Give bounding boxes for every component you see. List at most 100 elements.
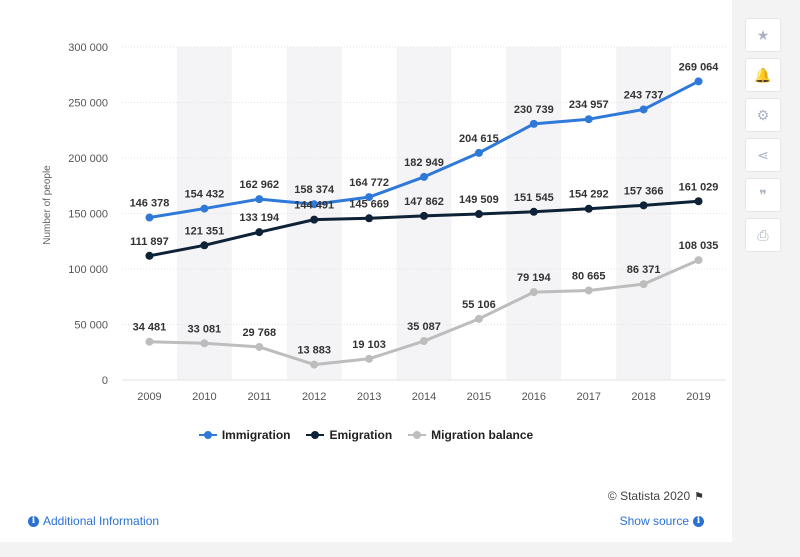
- migration-balance-data-label: 29 768: [242, 327, 276, 339]
- additional-information-link[interactable]: i Additional Information: [28, 514, 159, 528]
- migration-balance-data-label: 86 371: [627, 264, 661, 276]
- immigration-data-label: 269 064: [679, 61, 720, 73]
- immigration-point[interactable]: [365, 193, 374, 202]
- migration-balance-point[interactable]: [584, 286, 593, 295]
- action-sidebar: ★ 🔔 ⚙ ⋖ ❞ ⎙: [745, 18, 783, 258]
- immigration-point[interactable]: [420, 172, 428, 181]
- print-icon: ⎙: [757, 226, 769, 243]
- legend-symbol: [408, 430, 427, 440]
- line-chart: 0 50 000 100 000 150 000 200 000 250 000 300 0…: [42, 42, 726, 403]
- statista-credit[interactable]: © Statista 2020 ⚑: [608, 489, 704, 503]
- bell-button[interactable]: 🔔: [745, 58, 781, 92]
- migration-balance-data-label: 79 194: [517, 272, 552, 284]
- gear-icon: ⚙: [756, 106, 770, 123]
- immigration-point[interactable]: [584, 115, 593, 124]
- y-tick-label: 50 000: [74, 320, 108, 332]
- emigration-data-label: 145 669: [349, 198, 389, 210]
- emigration-data-label: 151 545: [514, 192, 554, 204]
- legend-item-immigration[interactable]: Immigration: [198, 428, 291, 442]
- x-tick-label: 2014: [412, 391, 436, 403]
- legend-item-emigration[interactable]: Emigration: [306, 428, 392, 442]
- quote-button[interactable]: ❞: [745, 178, 781, 212]
- y-tick-label: 150 000: [68, 209, 108, 221]
- x-tick-label: 2015: [467, 391, 491, 403]
- emigration-point[interactable]: [255, 228, 264, 237]
- immigration-point[interactable]: [529, 119, 538, 128]
- migration-balance-point[interactable]: [365, 354, 374, 363]
- emigration-point[interactable]: [584, 204, 593, 213]
- chart-card: 0 50 000 100 000 150 000 200 000 250 000 300 0…: [0, 0, 732, 542]
- x-axis-ticks: 2009 2010 2011 2012 2013 2014 2015 2016 2017 2018…: [137, 391, 711, 403]
- emigration-data-label: 161 029: [679, 181, 719, 193]
- emigration-point[interactable]: [474, 210, 483, 219]
- migration-balance-data-label: 35 087: [407, 321, 441, 333]
- migration-balance-data-label: 108 035: [679, 240, 719, 252]
- emigration-data-label: 111 897: [130, 236, 169, 248]
- print-button[interactable]: ⎙: [745, 218, 781, 252]
- immigration-data-label: 230 739: [514, 104, 554, 116]
- emigration-point[interactable]: [145, 251, 154, 260]
- star-button[interactable]: ★: [745, 18, 781, 52]
- migration-balance-point[interactable]: [529, 288, 538, 297]
- share-button[interactable]: ⋖: [745, 138, 781, 172]
- flag-icon: ⚑: [694, 490, 704, 503]
- emigration-point[interactable]: [694, 197, 703, 206]
- data-labels: 146 378 154 432 162 962 158 374 164 772 182 9…: [130, 61, 720, 356]
- gear-button[interactable]: ⚙: [745, 98, 781, 132]
- legend-label: Emigration: [329, 428, 393, 442]
- immigration-point[interactable]: [639, 105, 648, 114]
- immigration-point[interactable]: [200, 204, 209, 213]
- migration-balance-point[interactable]: [255, 342, 264, 351]
- immigration-data-label: 182 949: [404, 157, 444, 169]
- emigration-data-label: 121 351: [184, 225, 224, 237]
- migration-balance-point[interactable]: [694, 256, 703, 265]
- emigration-point[interactable]: [365, 214, 374, 223]
- emigration-point[interactable]: [420, 211, 428, 220]
- show-source-label: Show source: [619, 514, 689, 528]
- migration-balance-point[interactable]: [474, 314, 483, 323]
- x-tick-label: 2017: [576, 391, 600, 403]
- migration-balance-point[interactable]: [200, 339, 209, 348]
- migration-balance-point[interactable]: [420, 337, 428, 346]
- y-tick-label: 0: [102, 375, 108, 387]
- emigration-point[interactable]: [639, 201, 648, 210]
- migration-balance-point[interactable]: [639, 280, 648, 289]
- emigration-data-label: 154 292: [569, 189, 609, 201]
- x-tick-label: 2019: [686, 391, 710, 403]
- immigration-data-label: 164 772: [349, 177, 389, 189]
- migration-balance-point[interactable]: [145, 337, 154, 346]
- info-icon: i: [28, 515, 39, 527]
- emigration-data-label: 157 366: [624, 185, 664, 197]
- immigration-data-label: 146 378: [130, 198, 170, 210]
- legend-label: Immigration: [221, 428, 291, 442]
- y-axis-ticks: 0 50 000 100 000 150 000 200 000 250 000 300 0…: [68, 42, 108, 387]
- immigration-point[interactable]: [145, 213, 154, 222]
- legend-item-migration-balance[interactable]: Migration balance: [408, 428, 533, 442]
- y-tick-label: 100 000: [68, 264, 108, 276]
- immigration-data-label: 162 962: [239, 179, 279, 191]
- show-source-link[interactable]: Show source i: [620, 514, 704, 528]
- x-tick-label: 2016: [522, 391, 546, 403]
- legend-symbol: [306, 430, 325, 440]
- emigration-point[interactable]: [200, 241, 209, 250]
- y-axis-label: Number of people: [42, 165, 53, 245]
- emigration-point[interactable]: [529, 207, 538, 216]
- migration-balance-point[interactable]: [310, 360, 319, 369]
- migration-balance-data-label: 55 106: [462, 299, 496, 311]
- migration-balance-data-label: 19 103: [352, 339, 386, 351]
- emigration-data-label: 147 862: [404, 196, 444, 208]
- immigration-data-label: 234 957: [569, 99, 609, 111]
- immigration-point[interactable]: [474, 148, 483, 157]
- gridlines: [122, 46, 726, 381]
- immigration-point[interactable]: [694, 77, 703, 86]
- x-tick-label: 2011: [247, 391, 271, 403]
- y-tick-label: 200 000: [68, 153, 108, 165]
- immigration-point[interactable]: [310, 200, 319, 209]
- immigration-point[interactable]: [255, 195, 264, 204]
- x-tick-label: 2009: [137, 391, 161, 403]
- y-tick-label: 250 000: [68, 98, 108, 110]
- y-tick-label: 300 000: [68, 42, 108, 54]
- quote-icon: ❞: [759, 186, 767, 203]
- migration-balance-data-label: 34 481: [133, 322, 167, 334]
- emigration-point[interactable]: [310, 215, 319, 224]
